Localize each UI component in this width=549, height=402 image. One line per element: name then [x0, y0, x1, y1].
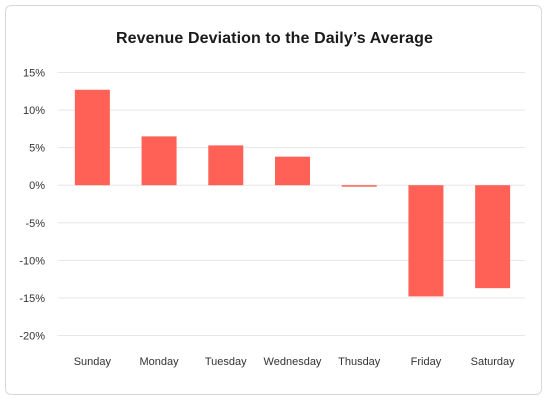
x-tick-label: Tuesday	[205, 356, 247, 368]
y-tick-label: 5%	[29, 143, 45, 155]
y-axis-labels: 15% 10% 5% 0% -5% -10% -15% -20%	[19, 68, 45, 343]
bar-thusday	[341, 185, 377, 187]
y-tick-label: 10%	[23, 105, 45, 117]
grid-lines	[58, 72, 525, 336]
x-tick-label: Saturday	[471, 356, 516, 368]
y-tick-label: 15%	[23, 68, 45, 80]
bar-friday	[408, 185, 444, 297]
y-tick-label: -5%	[25, 218, 45, 230]
bar-sunday	[74, 89, 110, 186]
bar-monday	[141, 136, 177, 186]
x-tick-label: Friday	[411, 356, 442, 368]
x-axis-labels: Sunday Monday Tuesday Wednesday Thusday Frida…	[74, 356, 515, 368]
x-tick-label: Sunday	[74, 356, 112, 368]
chart-frame	[5, 5, 542, 395]
bar-wednesday	[275, 156, 310, 186]
x-tick-label: Thusday	[338, 356, 381, 368]
y-tick-label: -20%	[19, 331, 45, 343]
x-tick-label: Wednesday	[264, 356, 322, 368]
y-tick-label: -15%	[19, 293, 45, 305]
bar-tuesday	[208, 145, 244, 186]
y-tick-label: 0%	[29, 180, 45, 192]
bar-saturday	[475, 185, 511, 289]
x-tick-label: Monday	[140, 356, 180, 368]
y-tick-label: -10%	[19, 255, 45, 267]
bars	[74, 89, 511, 297]
chart-title: Revenue Deviation to the Daily’s Average	[116, 30, 433, 47]
